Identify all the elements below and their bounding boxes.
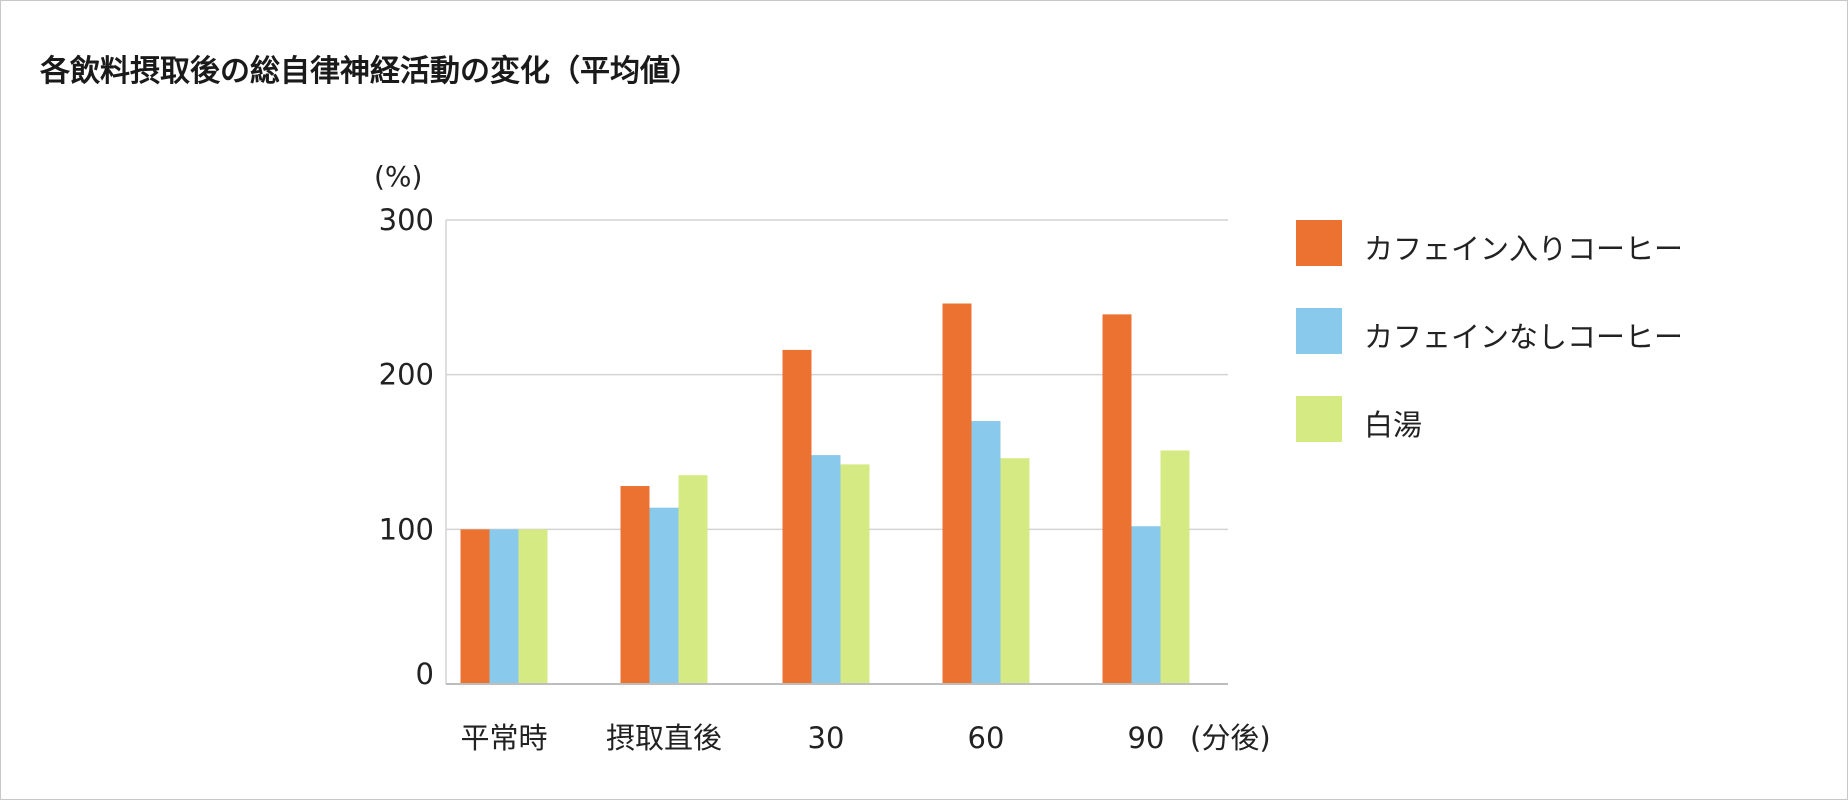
x-tick-label: 平常時 [460, 721, 547, 755]
legend-label: 白湯 [1364, 408, 1423, 442]
bar [811, 455, 841, 684]
bar [1160, 450, 1190, 684]
legend-swatch [1296, 220, 1342, 266]
y-unit-label: (%) [374, 160, 422, 193]
y-tick-label: 0 [416, 657, 434, 691]
bar [460, 529, 490, 684]
x-tick-label: 30 [808, 721, 845, 755]
bar [782, 349, 812, 684]
legend-label: カフェイン入りコーヒー [1364, 232, 1684, 266]
x-tick-label: 90 [1128, 721, 1165, 755]
bar [489, 529, 519, 684]
bar [620, 486, 650, 684]
bar [1000, 458, 1030, 684]
bar [678, 475, 708, 684]
x-unit-label: (分後) [1190, 721, 1271, 755]
y-tick-label: 300 [379, 203, 434, 237]
bar [840, 464, 870, 684]
bar [971, 421, 1001, 684]
legend-label: カフェインなしコーヒー [1364, 320, 1684, 354]
bar [649, 507, 679, 684]
x-tick-label: 60 [968, 721, 1005, 755]
bar [942, 303, 972, 684]
legend-swatch [1296, 308, 1342, 354]
x-tick-label: 摂取直後 [606, 721, 722, 755]
y-tick-label: 200 [379, 358, 434, 392]
bar [518, 529, 548, 684]
legend-swatch [1296, 396, 1342, 442]
bar [1131, 526, 1161, 684]
y-tick-label: 100 [379, 512, 434, 546]
bar [1102, 314, 1132, 684]
chart-title: 各飲料摂取後の総自律神経活動の変化（平均値） [40, 54, 700, 89]
